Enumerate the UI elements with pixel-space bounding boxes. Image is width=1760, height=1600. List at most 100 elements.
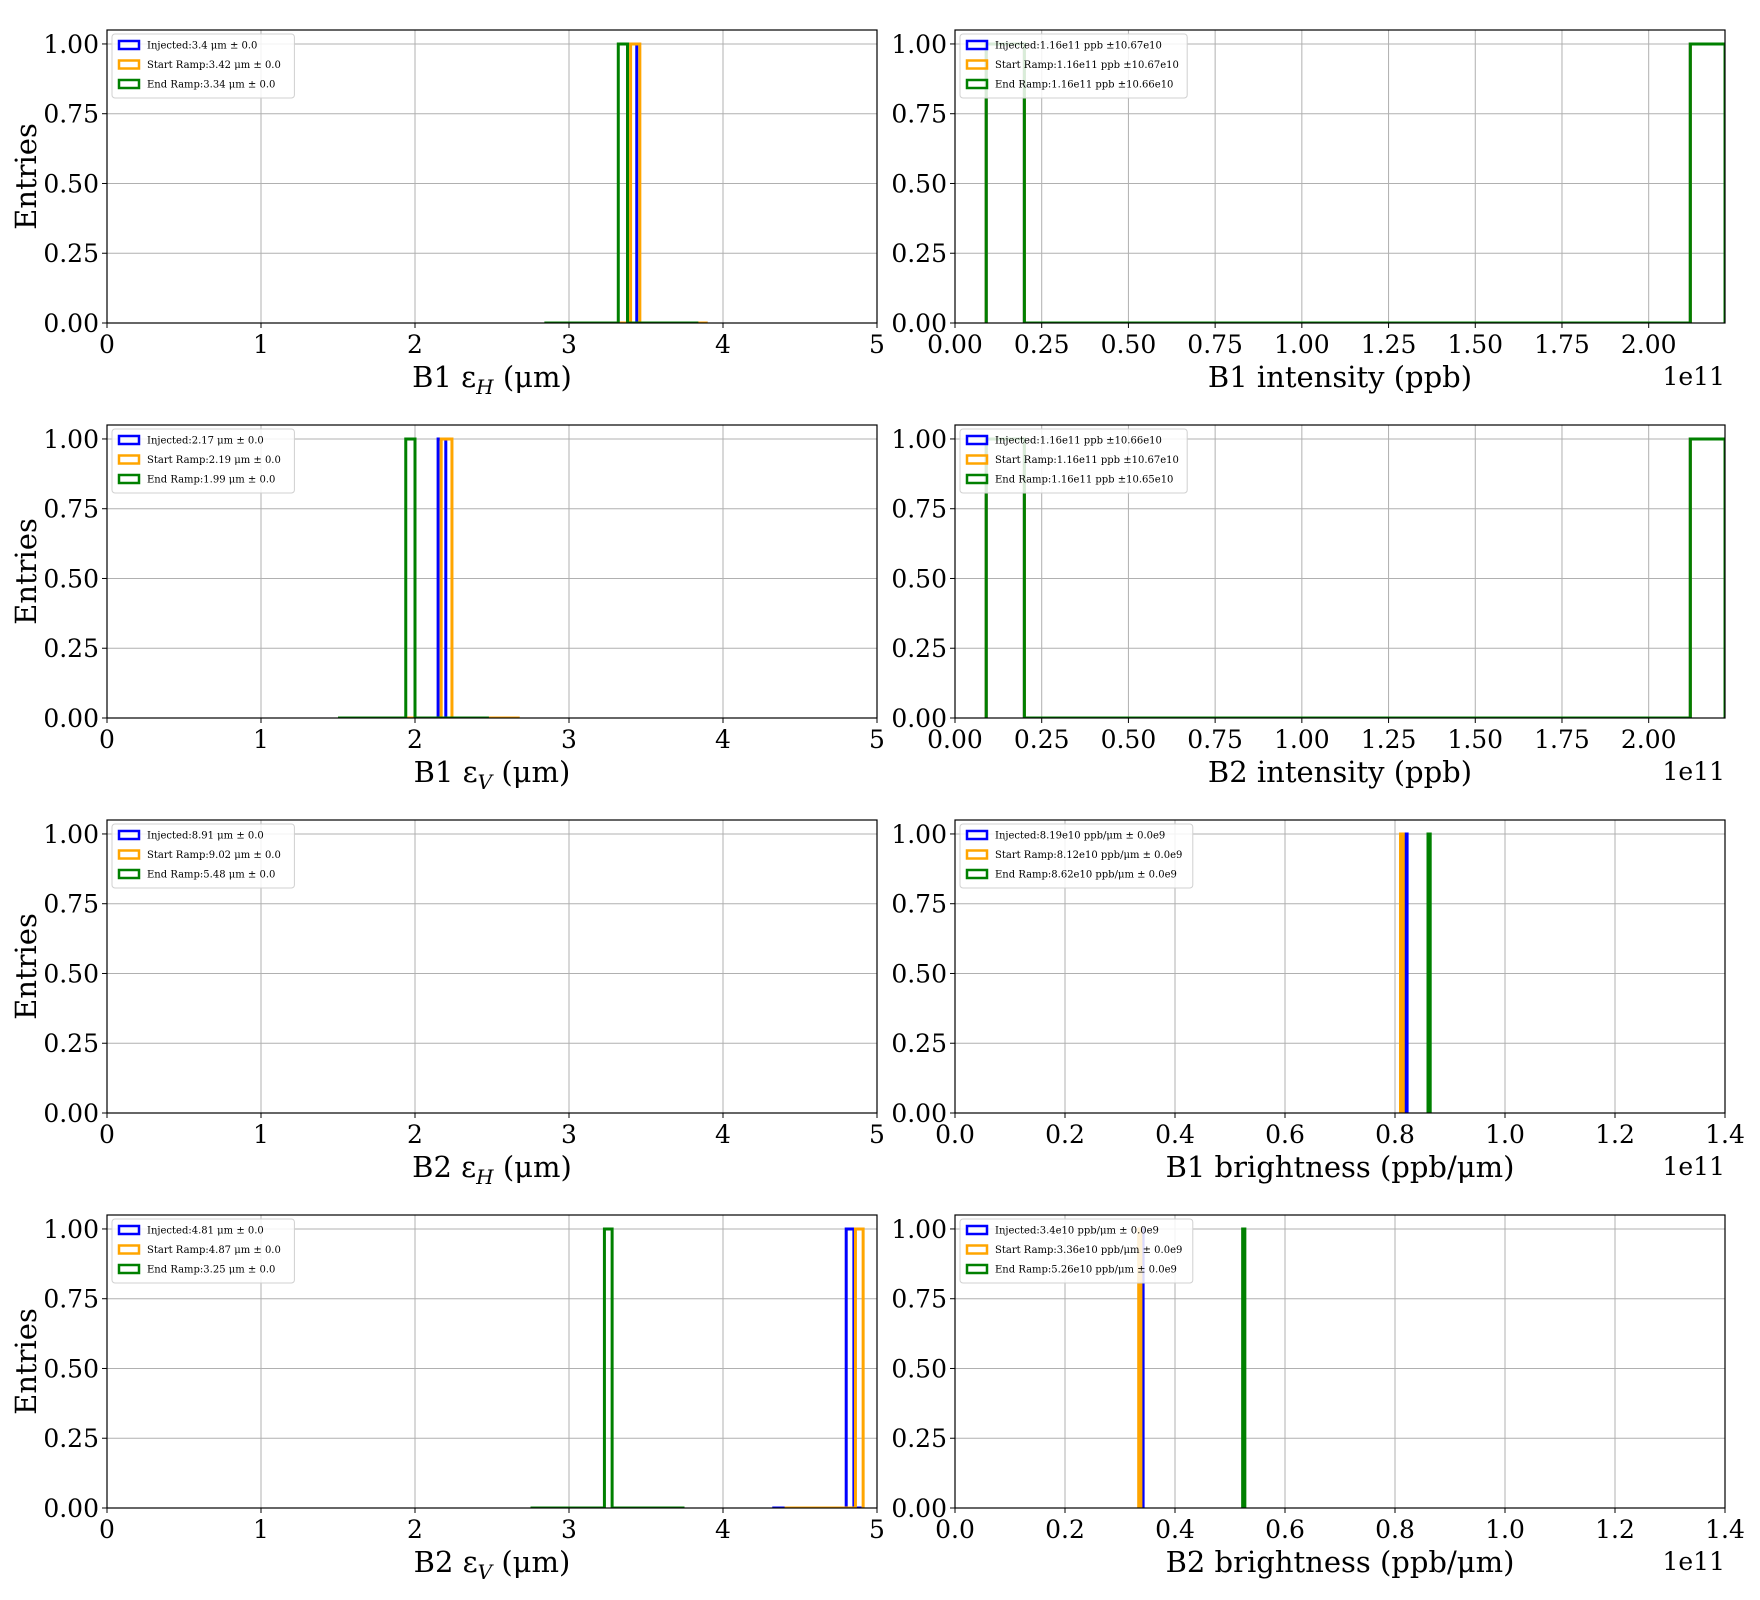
y-tick-label: 1.00 [891,30,947,59]
legend-box [959,823,1194,889]
y-tick-label: 0.00 [891,704,947,733]
panel-b1-intensity: 0.00 0.25 0.50 0.75 1.00 1.25 1.50 1.75 2.00 0.00… [891,29,1726,394]
x-tick-label: 3 [561,1515,577,1544]
legend-swatch [117,39,141,51]
legend-entry: End Ramp:3.25 μm ± 0.0 [147,1265,275,1276]
axis-offset-text: 1e11 [1662,1152,1725,1181]
y-tick-label: 0.00 [891,1099,947,1128]
legend-swatch [965,1263,989,1275]
axis-offset-text: 1e11 [1662,757,1725,786]
x-tick-label: 4 [715,1120,731,1149]
y-tick-label: 1.00 [891,425,947,454]
y-axis-label: Entries [9,518,43,625]
x-tick-label: 1 [253,725,269,754]
legend-entry: Start Ramp:3.42 μm ± 0.0 [147,60,281,71]
y-tick-label: 0.25 [43,1029,99,1058]
legend-swatch [117,1224,141,1236]
legend: Injected:2.17 μm ± 0.0 Start Ramp:2.19 μm… [111,428,295,494]
histogram-series-injected [1402,832,1409,1113]
legend-swatch [117,78,141,90]
axes-frame [106,1214,878,1509]
legend-entry: End Ramp:3.34 μm ± 0.0 [147,80,275,91]
legend-swatch [965,434,989,446]
legend-entry: End Ramp:1.16e11 ppb ±10.66e10 [995,80,1173,91]
legend: Injected:1.16e11 ppb ±10.66e10 Start Ramp… [959,428,1188,494]
legend-entry: Start Ramp:4.87 μm ± 0.0 [147,1245,281,1256]
legend-swatch [965,39,989,51]
x-tick-label: 3 [561,330,577,359]
x-tick-label: 1.00 [1274,330,1330,359]
legend: Injected:8.91 μm ± 0.0 Start Ramp:9.02 μm… [111,823,295,889]
x-tick-label: 0 [99,1515,115,1544]
x-tick-label: 0.4 [1155,1515,1195,1544]
legend-entry: Injected:8.91 μm ± 0.0 [147,831,264,842]
x-tick-label: 0 [99,725,115,754]
x-tick-label: 0.0 [935,1120,975,1149]
legend-swatch [965,868,989,880]
y-tick-label: 0.00 [891,1494,947,1523]
x-tick-label: 5 [869,725,885,754]
x-tick-label: 1.00 [1274,725,1330,754]
x-tick-label: 1.0 [1485,1515,1525,1544]
x-tick-label: 1.50 [1447,725,1503,754]
axes-frame [106,819,878,1114]
y-tick-label: 0.50 [891,1354,947,1383]
axes-frame [106,29,878,324]
x-tick-label: 3 [561,725,577,754]
axes-frame [954,424,1726,719]
panel-b2-eh: 0 1 2 3 4 5 0.00 0.25 0.50 0.75 1.00 B2 εH (μm) Entr… [9,819,885,1189]
legend-entry: Injected:4.81 μm ± 0.0 [147,1226,264,1237]
legend-swatch [965,59,989,70]
legend-swatch [117,473,141,485]
axes-frame [954,819,1726,1114]
legend-entry: Injected:1.16e11 ppb ±10.67e10 [995,41,1162,52]
legend-entry: Start Ramp:1.16e11 ppb ±10.67e10 [995,60,1179,71]
x-tick-label: 0.25 [1014,725,1070,754]
x-tick-label: 0.6 [1265,1515,1305,1544]
panel-b1-brightness: 0.0 0.2 0.4 0.6 0.8 1.0 1.2 1.4 0.00 0.25 0.50 0.75… [891,819,1745,1184]
x-tick-label: 0.25 [1014,330,1070,359]
y-tick-label: 1.00 [43,820,99,849]
legend-swatch [965,78,989,90]
axes-frame [954,29,1726,324]
legend-swatch [965,473,989,485]
x-tick-label: 1.2 [1595,1515,1635,1544]
x-tick-label: 1.0 [1485,1120,1525,1149]
legend-entry: Injected:3.4e10 ppb/μm ± 0.0e9 [995,1226,1159,1237]
y-tick-label: 1.00 [43,425,99,454]
x-tick-label: 0 [99,330,115,359]
x-tick-label: 0.0 [935,1515,975,1544]
x-tick-label: 0.2 [1045,1515,1085,1544]
panel-b1-ev: 0 1 2 3 4 5 0.00 0.25 0.50 0.75 1.00 B1 εV (μm) Entr… [9,424,885,794]
x-tick-label: 0.00 [927,725,983,754]
x-tick-label: 0.75 [1187,330,1243,359]
axes-frame [106,424,878,719]
histogram-series-start-ramp [556,42,708,323]
y-tick-label: 0.25 [43,634,99,663]
x-tick-label: 0.4 [1155,1120,1195,1149]
legend: Injected:3.4e10 ppb/μm ± 0.0e9 Start Ramp… [959,1218,1194,1284]
x-tick-label: 0.8 [1375,1120,1415,1149]
histogram-series-end-ramp [544,42,699,323]
x-axis-label: B1 εV (μm) [414,755,571,794]
x-tick-label: 1 [253,330,269,359]
x-tick-label: 0.50 [1101,330,1157,359]
legend-entry: End Ramp:8.62e10 ppb/μm ± 0.0e9 [995,870,1177,881]
y-tick-label: 0.50 [43,1354,99,1383]
legend-entry: Injected:2.17 μm ± 0.0 [147,436,264,447]
legend-swatch [965,829,989,841]
y-tick-label: 0.75 [891,1285,947,1314]
panel-b2-intensity: 0.00 0.25 0.50 0.75 1.00 1.25 1.50 1.75 2.00 0.00… [891,424,1726,789]
x-axis-label: B1 intensity (ppb) [1208,360,1472,394]
x-tick-label: 2 [407,1120,423,1149]
x-tick-label: 0.75 [1187,725,1243,754]
y-tick-label: 1.00 [891,1215,947,1244]
legend-swatch [117,454,141,465]
histogram-series-injected [772,1227,862,1508]
x-tick-label: 4 [715,1515,731,1544]
legend-box [111,823,295,889]
legend-swatch [117,849,141,860]
x-tick-label: 0.50 [1101,725,1157,754]
x-tick-label: 5 [869,330,885,359]
legend-swatch [965,1224,989,1236]
